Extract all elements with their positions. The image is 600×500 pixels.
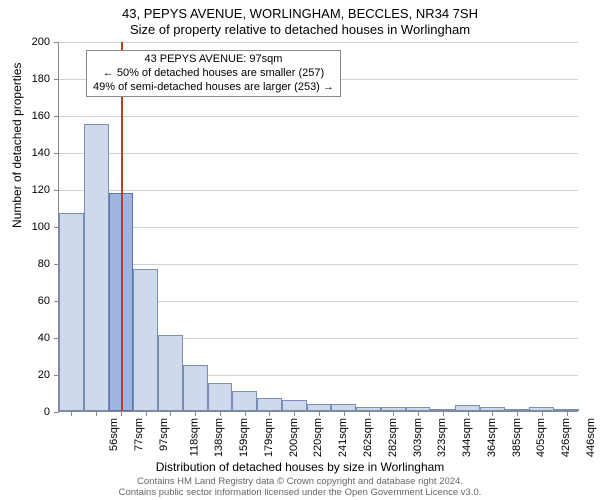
x-tick-label: 200sqm xyxy=(288,418,300,457)
info-box: 43 PEPYS AVENUE: 97sqm ← 50% of detached… xyxy=(86,50,341,97)
histogram-bar xyxy=(307,404,332,411)
y-tick-label: 60 xyxy=(20,295,50,307)
x-axis-label: Distribution of detached houses by size … xyxy=(0,460,600,474)
histogram-bar xyxy=(331,404,356,411)
title-main: 43, PEPYS AVENUE, WORLINGHAM, BECCLES, N… xyxy=(0,6,600,21)
plot-area: 56sqm77sqm97sqm118sqm138sqm159sqm179sqm2… xyxy=(58,42,578,412)
histogram-bar xyxy=(183,365,208,411)
x-tick-label: 262sqm xyxy=(362,418,374,457)
marker-line xyxy=(121,42,123,411)
y-tick-label: 80 xyxy=(20,258,50,270)
histogram-bar xyxy=(158,335,183,411)
histogram-bar xyxy=(133,269,158,411)
x-tick-label: 426sqm xyxy=(560,418,572,457)
x-tick-label: 159sqm xyxy=(238,418,250,457)
histogram-bar xyxy=(232,391,257,411)
y-axis-label: Number of detached properties xyxy=(10,63,24,228)
x-tick-label: 405sqm xyxy=(535,418,547,457)
x-tick-label: 97sqm xyxy=(158,418,170,451)
y-tick-label: 120 xyxy=(20,184,50,196)
x-tick-label: 118sqm xyxy=(188,418,200,456)
info-line-3: 49% of semi-detached houses are larger (… xyxy=(93,81,334,95)
footer: Contains HM Land Registry data © Crown c… xyxy=(0,477,600,498)
x-tick-label: 323sqm xyxy=(436,418,448,457)
info-line-2: ← 50% of detached houses are smaller (25… xyxy=(93,67,334,81)
x-tick-label: 303sqm xyxy=(412,418,424,457)
footer-line-1: Contains HM Land Registry data © Crown c… xyxy=(0,477,600,487)
info-line-1: 43 PEPYS AVENUE: 97sqm xyxy=(93,53,334,67)
histogram-bar xyxy=(282,400,307,411)
x-tick-label: 220sqm xyxy=(313,418,325,457)
histogram-bar xyxy=(59,213,84,411)
chart: 56sqm77sqm97sqm118sqm138sqm159sqm179sqm2… xyxy=(58,42,578,412)
y-tick-label: 40 xyxy=(20,332,50,344)
x-tick-label: 138sqm xyxy=(214,418,226,457)
x-tick-label: 344sqm xyxy=(461,418,473,457)
y-tick-label: 200 xyxy=(20,36,50,48)
x-tick-label: 446sqm xyxy=(585,418,597,457)
y-tick-label: 20 xyxy=(20,369,50,381)
x-tick-label: 179sqm xyxy=(263,418,275,457)
chart-titles: 43, PEPYS AVENUE, WORLINGHAM, BECCLES, N… xyxy=(0,0,600,37)
y-tick-label: 160 xyxy=(20,110,50,122)
y-tick-label: 0 xyxy=(20,406,50,418)
x-tick-label: 282sqm xyxy=(387,418,399,457)
y-tick-label: 180 xyxy=(20,73,50,85)
histogram-bar xyxy=(84,124,109,411)
x-tick-label: 364sqm xyxy=(486,418,498,457)
y-tick-label: 140 xyxy=(20,147,50,159)
y-tick-label: 100 xyxy=(20,221,50,233)
x-tick-label: 385sqm xyxy=(511,418,523,457)
title-sub: Size of property relative to detached ho… xyxy=(0,22,600,37)
x-tick-label: 241sqm xyxy=(337,418,349,457)
footer-line-2: Contains public sector information licen… xyxy=(0,488,600,498)
x-tick-label: 56sqm xyxy=(108,418,120,451)
histogram-bar xyxy=(208,383,233,411)
x-tick-label: 77sqm xyxy=(133,418,145,451)
histogram-bar xyxy=(257,398,282,411)
